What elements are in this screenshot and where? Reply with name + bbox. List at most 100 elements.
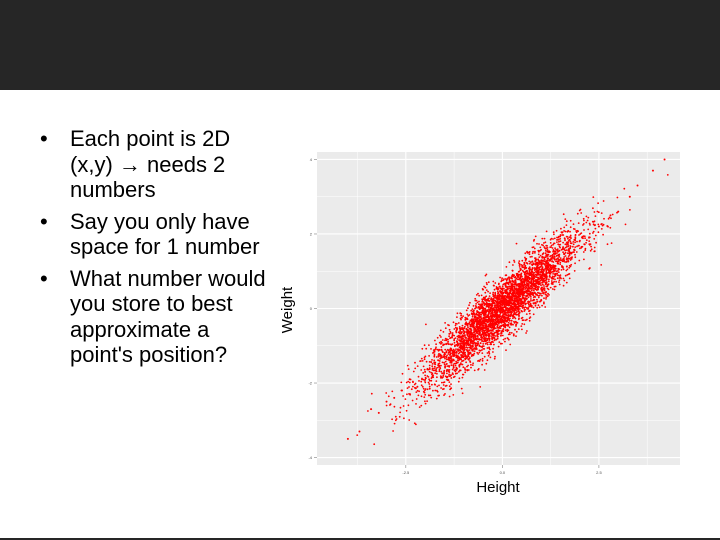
scatter-point: [428, 378, 430, 381]
scatter-point: [476, 301, 479, 304]
scatter-point: [441, 351, 444, 353]
scatter-point: [477, 340, 479, 343]
scatter-point: [502, 313, 504, 315]
scatter-point: [486, 352, 489, 354]
scatter-point: [562, 277, 565, 280]
scatter-point: [543, 297, 545, 300]
scatter-point: [496, 326, 499, 329]
bullet-dot: [40, 209, 56, 235]
scatter-point: [442, 331, 445, 333]
scatter-point: [459, 330, 462, 332]
scatter-point: [482, 316, 485, 319]
scatter-point: [506, 291, 509, 294]
scatter-point: [479, 358, 482, 361]
scatter-point: [500, 300, 502, 302]
scatter-point: [514, 317, 517, 320]
scatter-point: [482, 312, 485, 314]
scatter-point: [526, 262, 528, 264]
scatter-point: [392, 430, 394, 432]
scatter-point: [567, 255, 570, 257]
scatter-point: [486, 310, 489, 312]
scatter-point: [415, 391, 418, 393]
scatter-point: [636, 184, 639, 187]
scatter-point: [587, 216, 590, 219]
scatter-point: [494, 335, 497, 337]
scatter-point: [628, 195, 631, 198]
scatter-point: [471, 333, 474, 336]
scatter-point: [486, 302, 488, 305]
scatter-point: [489, 356, 492, 359]
scatter-point: [485, 339, 488, 342]
scatter-point: [475, 329, 477, 331]
scatter-point: [484, 323, 487, 325]
scatter-point: [430, 348, 432, 350]
scatter-point: [510, 319, 513, 322]
scatter-point: [470, 346, 473, 348]
scatter-point: [513, 297, 516, 300]
scatter-point: [438, 394, 440, 397]
scatter-point: [525, 302, 527, 305]
scatter-point: [479, 327, 482, 330]
scatter-point: [508, 287, 511, 290]
scatter-point: [616, 196, 619, 199]
scatter-point: [448, 373, 450, 376]
scatter-point: [569, 230, 571, 233]
scatter-point: [525, 298, 528, 301]
scatter-point: [520, 300, 523, 302]
scatter-point: [467, 337, 470, 340]
scatter-point: [559, 261, 562, 264]
scatter-point: [510, 308, 512, 311]
scatter-point: [546, 253, 549, 256]
scatter-point: [584, 247, 587, 250]
scatter-point: [594, 227, 597, 230]
scatter-point: [521, 269, 524, 272]
scatter-point: [503, 278, 505, 280]
scatter-point: [427, 376, 430, 378]
scatter-point: [590, 248, 593, 251]
scatter-point: [494, 282, 497, 284]
scatter-point: [543, 289, 546, 292]
scatter-point: [502, 302, 505, 305]
scatter-point: [515, 321, 518, 324]
scatter-point: [482, 309, 485, 311]
scatter-point: [545, 269, 548, 272]
scatter-point: [513, 303, 516, 306]
scatter-point: [487, 281, 490, 284]
scatter-point: [485, 305, 488, 308]
scatter-point: [473, 341, 476, 344]
scatter-point: [400, 381, 403, 384]
scatter-point: [506, 328, 509, 331]
scatter-point: [577, 222, 580, 224]
scatter-point: [494, 294, 497, 297]
scatter-point: [434, 339, 436, 342]
scatter-point: [488, 297, 490, 300]
scatter-point: [418, 390, 420, 393]
scatter-point: [530, 281, 532, 284]
scatter-point: [547, 283, 550, 286]
scatter-point: [419, 360, 421, 362]
scatter-point: [533, 302, 535, 305]
scatter-point: [491, 332, 494, 335]
scatter-point: [573, 248, 576, 251]
scatter-point: [404, 398, 407, 400]
scatter-point: [516, 309, 518, 311]
scatter-point: [564, 274, 567, 277]
scatter-point: [444, 348, 447, 351]
scatter-point: [444, 385, 447, 387]
scatter-point: [519, 299, 521, 301]
scatter-point: [454, 372, 457, 375]
scatter-point: [545, 282, 548, 285]
scatter-point: [544, 281, 546, 284]
scatter-point: [462, 327, 465, 330]
scatter-point: [477, 360, 479, 362]
scatter-point: [534, 282, 537, 285]
scatter-point: [424, 380, 426, 382]
scatter-point: [428, 385, 431, 388]
scatter-point: [464, 325, 466, 328]
scatter-point: [552, 273, 554, 275]
scatter-point: [557, 243, 560, 246]
scatter-point: [498, 308, 501, 311]
scatter-point: [473, 350, 476, 353]
scatter-point: [468, 304, 470, 307]
scatter-point: [496, 313, 499, 316]
